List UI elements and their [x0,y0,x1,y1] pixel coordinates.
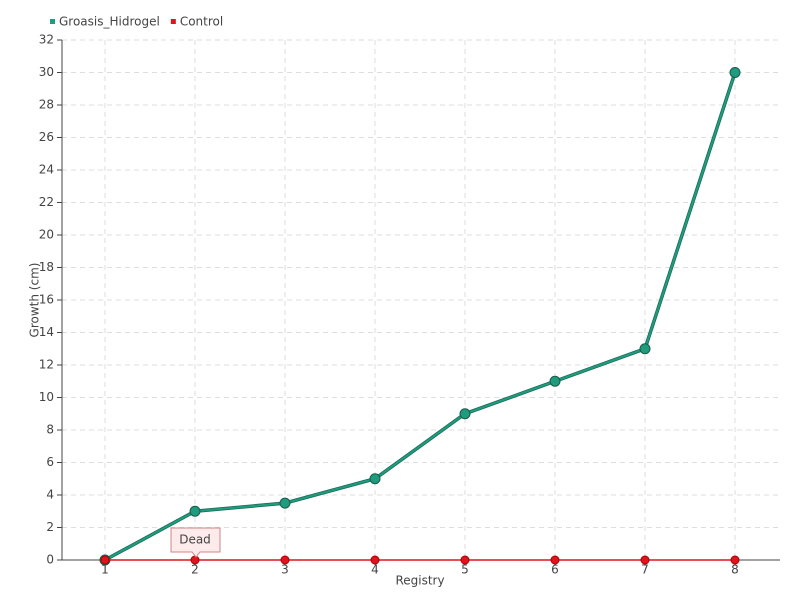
data-point [280,555,290,565]
legend-label: Control [180,15,223,29]
data-point [279,497,291,509]
y-tick-label: 12 [39,358,54,372]
y-tick-label: 8 [46,423,54,437]
y-tick-label: 10 [39,390,54,404]
data-point [190,555,200,565]
x-tick-label: 2 [191,563,199,577]
y-tick-label: 2 [46,520,54,534]
data-point [370,555,380,565]
data-point [639,343,651,355]
y-tick-label: 20 [39,228,54,242]
legend-swatch [170,19,176,24]
y-tick-label: 6 [46,455,54,469]
data-point [369,473,381,485]
y-tick-label: 30 [39,65,54,79]
legend-label: Groasis_Hidrogel [59,15,160,29]
y-tick-label: 14 [39,325,54,339]
x-axis-title: Registry [395,574,444,588]
y-tick-label: 28 [39,98,54,112]
data-point [460,555,470,565]
y-tick-label: 22 [39,195,54,209]
data-point [189,505,201,517]
annotation-text: Dead [179,533,211,547]
x-tick-label: 8 [731,563,739,577]
annotation-box [170,527,221,558]
x-tick-label: 1 [101,563,109,577]
series-line-outline [104,71,737,562]
data-point [640,555,650,565]
legend-swatch [50,19,55,24]
y-tick-label: 24 [39,163,54,177]
y-tick-label: 4 [46,488,54,502]
x-tick-label: 6 [551,563,559,577]
y-tick-label: 32 [39,33,54,47]
series-line [104,72,736,561]
data-point [549,375,561,387]
data-point [100,555,110,565]
y-axis-title: Growth (cm) [28,263,42,338]
data-point [729,67,741,78]
x-tick-label: 7 [641,563,649,577]
data-point [459,408,471,420]
data-point [550,555,560,565]
x-tick-label: 3 [281,563,289,577]
data-point [730,555,740,565]
y-tick-label: 16 [39,293,54,307]
y-tick-label: 0 [46,553,54,567]
annotation: Dead [170,527,221,558]
y-tick-label: 26 [39,130,54,144]
y-tick-label: 18 [39,260,54,274]
x-tick-label: 4 [371,563,379,577]
x-tick-label: 5 [461,563,469,577]
